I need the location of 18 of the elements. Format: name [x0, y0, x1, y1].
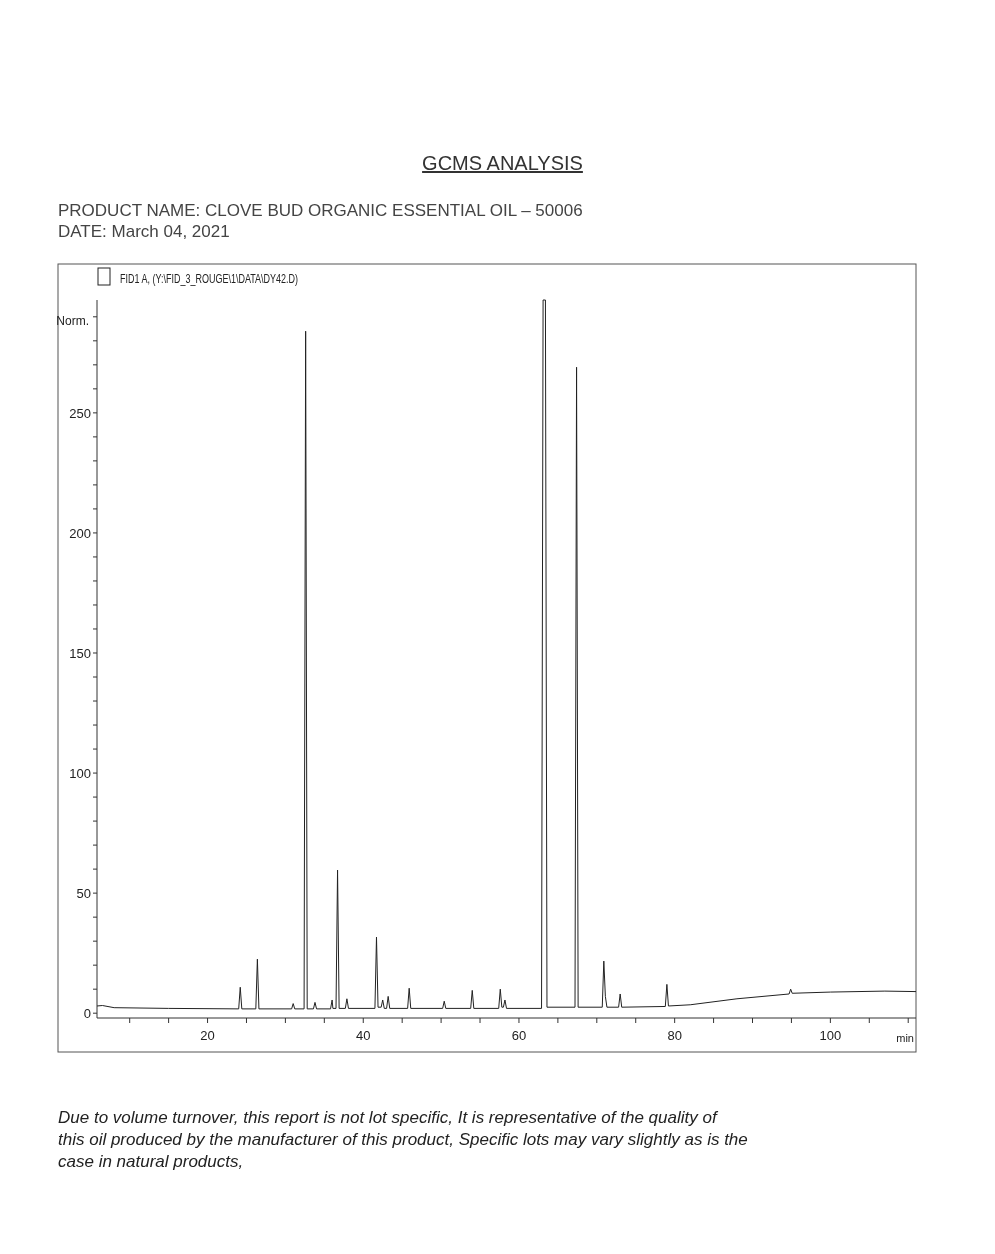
y-tick-label: 50	[76, 886, 91, 902]
x-tick-label: 40	[356, 1028, 371, 1043]
y-tick-label: 0	[83, 1006, 91, 1022]
line-series	[96, 299, 917, 1010]
text: Due to volume turnover, this report is not lot specific, It is representative of the quality of this oil produced by the manufacturer of this product, Specific lots may vary slightly as is the case in natural products,	[58, 1108, 748, 1171]
y-tick-label: 150	[69, 646, 91, 661]
x-tick-label: 60	[511, 1028, 527, 1043]
y-tick-label: 250	[69, 405, 91, 421]
chart-subtitle: PRODUCT NAME: CLOVE BUD ORGANIC ESSENTIAL OIL – 50006 DATE: March 04, 2021	[58, 201, 583, 241]
x-tick-label: 100	[819, 1028, 842, 1043]
chart-title: GCMS ANALYSIS	[422, 152, 583, 174]
legend-label: FID1 A, (Y:\FID_3_ROUGE\1\DATA\DY42.D)	[120, 271, 299, 286]
y-tick-label: 200	[69, 525, 91, 541]
x-tick-label: 20	[200, 1028, 215, 1043]
x-axis-title: min	[896, 1032, 914, 1044]
y-axis-title: Norm.	[56, 314, 89, 328]
y-tick-label: 100	[69, 766, 91, 782]
x-tick-label: 80	[667, 1028, 682, 1043]
